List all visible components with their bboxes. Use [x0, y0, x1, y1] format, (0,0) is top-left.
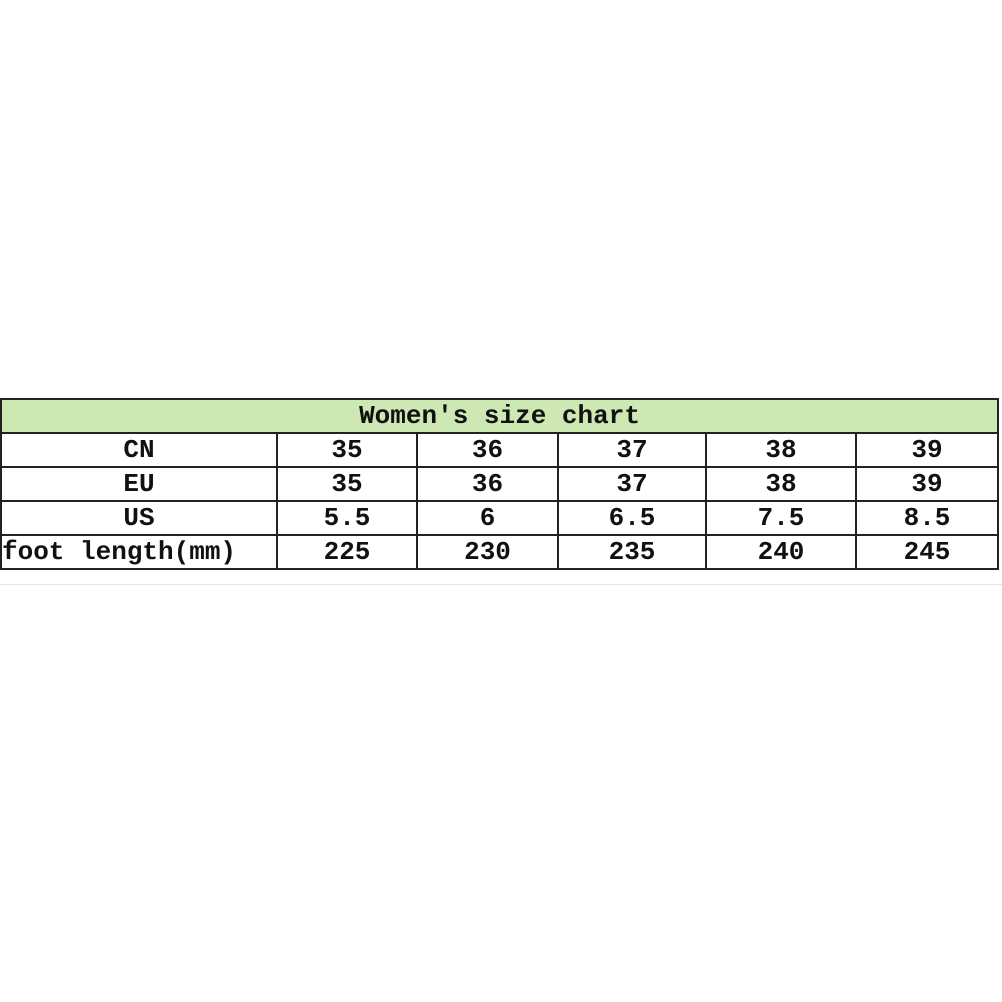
table-cell: 35	[276, 432, 418, 468]
table-cell: 36	[416, 466, 559, 502]
table-cell: 240	[705, 534, 857, 570]
size-chart-table: Women's size chart CN 35 36 37 38 39 EU 35 36 37 3…	[0, 398, 1000, 570]
table-cell: 36	[416, 432, 559, 468]
row-label: EU	[0, 466, 278, 502]
table-row: US 5.5 6 6.5 7.5 8.5	[0, 500, 1000, 536]
table-cell: 39	[854, 432, 1000, 468]
table-row: EU 35 36 37 38 39	[0, 466, 1000, 502]
row-label: US	[0, 500, 278, 536]
table-row: foot length(mm) 225 230 235 240 245	[0, 534, 1000, 570]
table-cell: 245	[854, 534, 1000, 570]
table-cell: 39	[854, 466, 1000, 502]
table-cell: 6.5	[557, 500, 707, 536]
table-title: Women's size chart	[0, 398, 1000, 434]
table-cell: 230	[416, 534, 559, 570]
table-cell: 7.5	[705, 500, 857, 536]
title-row: Women's size chart	[0, 398, 1000, 434]
table-cell: 37	[557, 466, 707, 502]
table-cell: 38	[705, 432, 857, 468]
table-cell: 5.5	[276, 500, 418, 536]
table-cell: 38	[705, 466, 857, 502]
table-cell: 235	[557, 534, 707, 570]
row-label: foot length(mm)	[0, 534, 278, 570]
table-cell: 8.5	[854, 500, 1000, 536]
gridline	[0, 584, 1002, 585]
table-cell: 6	[416, 500, 559, 536]
table-row: CN 35 36 37 38 39	[0, 432, 1000, 468]
table-cell: 37	[557, 432, 707, 468]
row-label: CN	[0, 432, 278, 468]
table-cell: 225	[276, 534, 418, 570]
table-cell: 35	[276, 466, 418, 502]
